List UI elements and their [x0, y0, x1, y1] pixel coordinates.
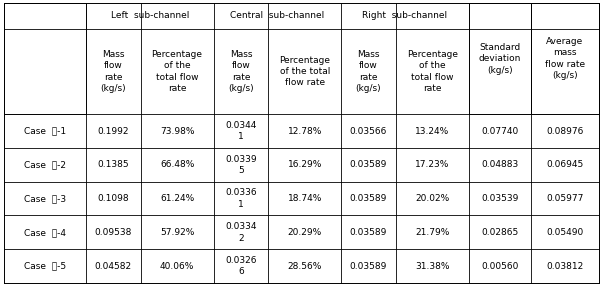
Text: 0.03539: 0.03539 [481, 194, 519, 203]
Text: 66.48%: 66.48% [160, 160, 194, 169]
Text: 20.02%: 20.02% [415, 194, 449, 203]
Text: Case  라-4: Case 라-4 [24, 228, 66, 237]
Bar [469, 3, 530, 114]
Text: Case  라-1: Case 라-1 [24, 126, 66, 136]
Text: 18.74%: 18.74% [288, 194, 322, 203]
Text: 0.0339
5: 0.0339 5 [225, 155, 257, 175]
Text: Percentage
of the
total flow
rate: Percentage of the total flow rate [407, 50, 458, 93]
Text: 0.1385: 0.1385 [98, 160, 129, 169]
Text: 0.03566: 0.03566 [350, 126, 387, 136]
Text: 12.78%: 12.78% [288, 126, 322, 136]
Text: 0.03589: 0.03589 [350, 160, 387, 169]
Text: 0.1992: 0.1992 [98, 126, 129, 136]
Text: Mass
flow
rate
(kg/s): Mass flow rate (kg/s) [101, 50, 126, 93]
Text: Left  sub-channel: Left sub-channel [110, 11, 189, 20]
Text: Central  sub-channel: Central sub-channel [230, 11, 324, 20]
Text: 0.05977: 0.05977 [546, 194, 584, 203]
Text: 0.00560: 0.00560 [481, 262, 519, 271]
Text: 28.56%: 28.56% [288, 262, 322, 271]
Text: 0.0344
1: 0.0344 1 [225, 121, 257, 141]
Text: 40.06%: 40.06% [160, 262, 194, 271]
Text: 0.03589: 0.03589 [350, 262, 387, 271]
Text: Right  sub-channel: Right sub-channel [362, 11, 447, 20]
Text: 0.07740: 0.07740 [481, 126, 519, 136]
Text: 0.04883: 0.04883 [481, 160, 519, 169]
Text: 0.0326
6: 0.0326 6 [225, 256, 257, 276]
Text: Mass
flow
rate
(kg/s): Mass flow rate (kg/s) [356, 50, 381, 93]
Text: Percentage
of the total
flow rate: Percentage of the total flow rate [279, 55, 330, 88]
Text: Standard
deviation
(kg/s): Standard deviation (kg/s) [479, 43, 521, 75]
Text: 20.29%: 20.29% [288, 228, 322, 237]
Text: 0.05490: 0.05490 [546, 228, 584, 237]
Text: 0.1098: 0.1098 [98, 194, 129, 203]
Text: 17.23%: 17.23% [415, 160, 449, 169]
Text: Case  라-2: Case 라-2 [24, 160, 66, 169]
Bar [531, 3, 599, 114]
Text: 0.02865: 0.02865 [481, 228, 519, 237]
Text: 57.92%: 57.92% [160, 228, 194, 237]
Text: 21.79%: 21.79% [415, 228, 449, 237]
Text: Mass
flow
rate
(kg/s): Mass flow rate (kg/s) [228, 50, 254, 93]
Text: 0.04582: 0.04582 [95, 262, 132, 271]
Text: 0.0334
2: 0.0334 2 [225, 222, 257, 243]
Text: 0.03589: 0.03589 [350, 228, 387, 237]
Text: 13.24%: 13.24% [415, 126, 449, 136]
Bar [4, 3, 86, 114]
Text: Percentage
of the
total flow
rate: Percentage of the total flow rate [151, 50, 203, 93]
Text: 31.38%: 31.38% [415, 262, 449, 271]
Text: 0.06945: 0.06945 [546, 160, 584, 169]
Text: Case  라-3: Case 라-3 [24, 194, 66, 203]
Text: 0.03812: 0.03812 [546, 262, 584, 271]
Text: 73.98%: 73.98% [160, 126, 194, 136]
Text: 0.08976: 0.08976 [546, 126, 584, 136]
Text: 16.29%: 16.29% [288, 160, 322, 169]
Text: 0.03589: 0.03589 [350, 194, 387, 203]
Text: 0.0336
1: 0.0336 1 [225, 188, 257, 209]
Text: Average
mass
flow rate
(kg/s): Average mass flow rate (kg/s) [545, 37, 585, 80]
Text: Case  라-5: Case 라-5 [24, 262, 66, 271]
Text: 61.24%: 61.24% [160, 194, 194, 203]
Text: 0.09538: 0.09538 [95, 228, 132, 237]
